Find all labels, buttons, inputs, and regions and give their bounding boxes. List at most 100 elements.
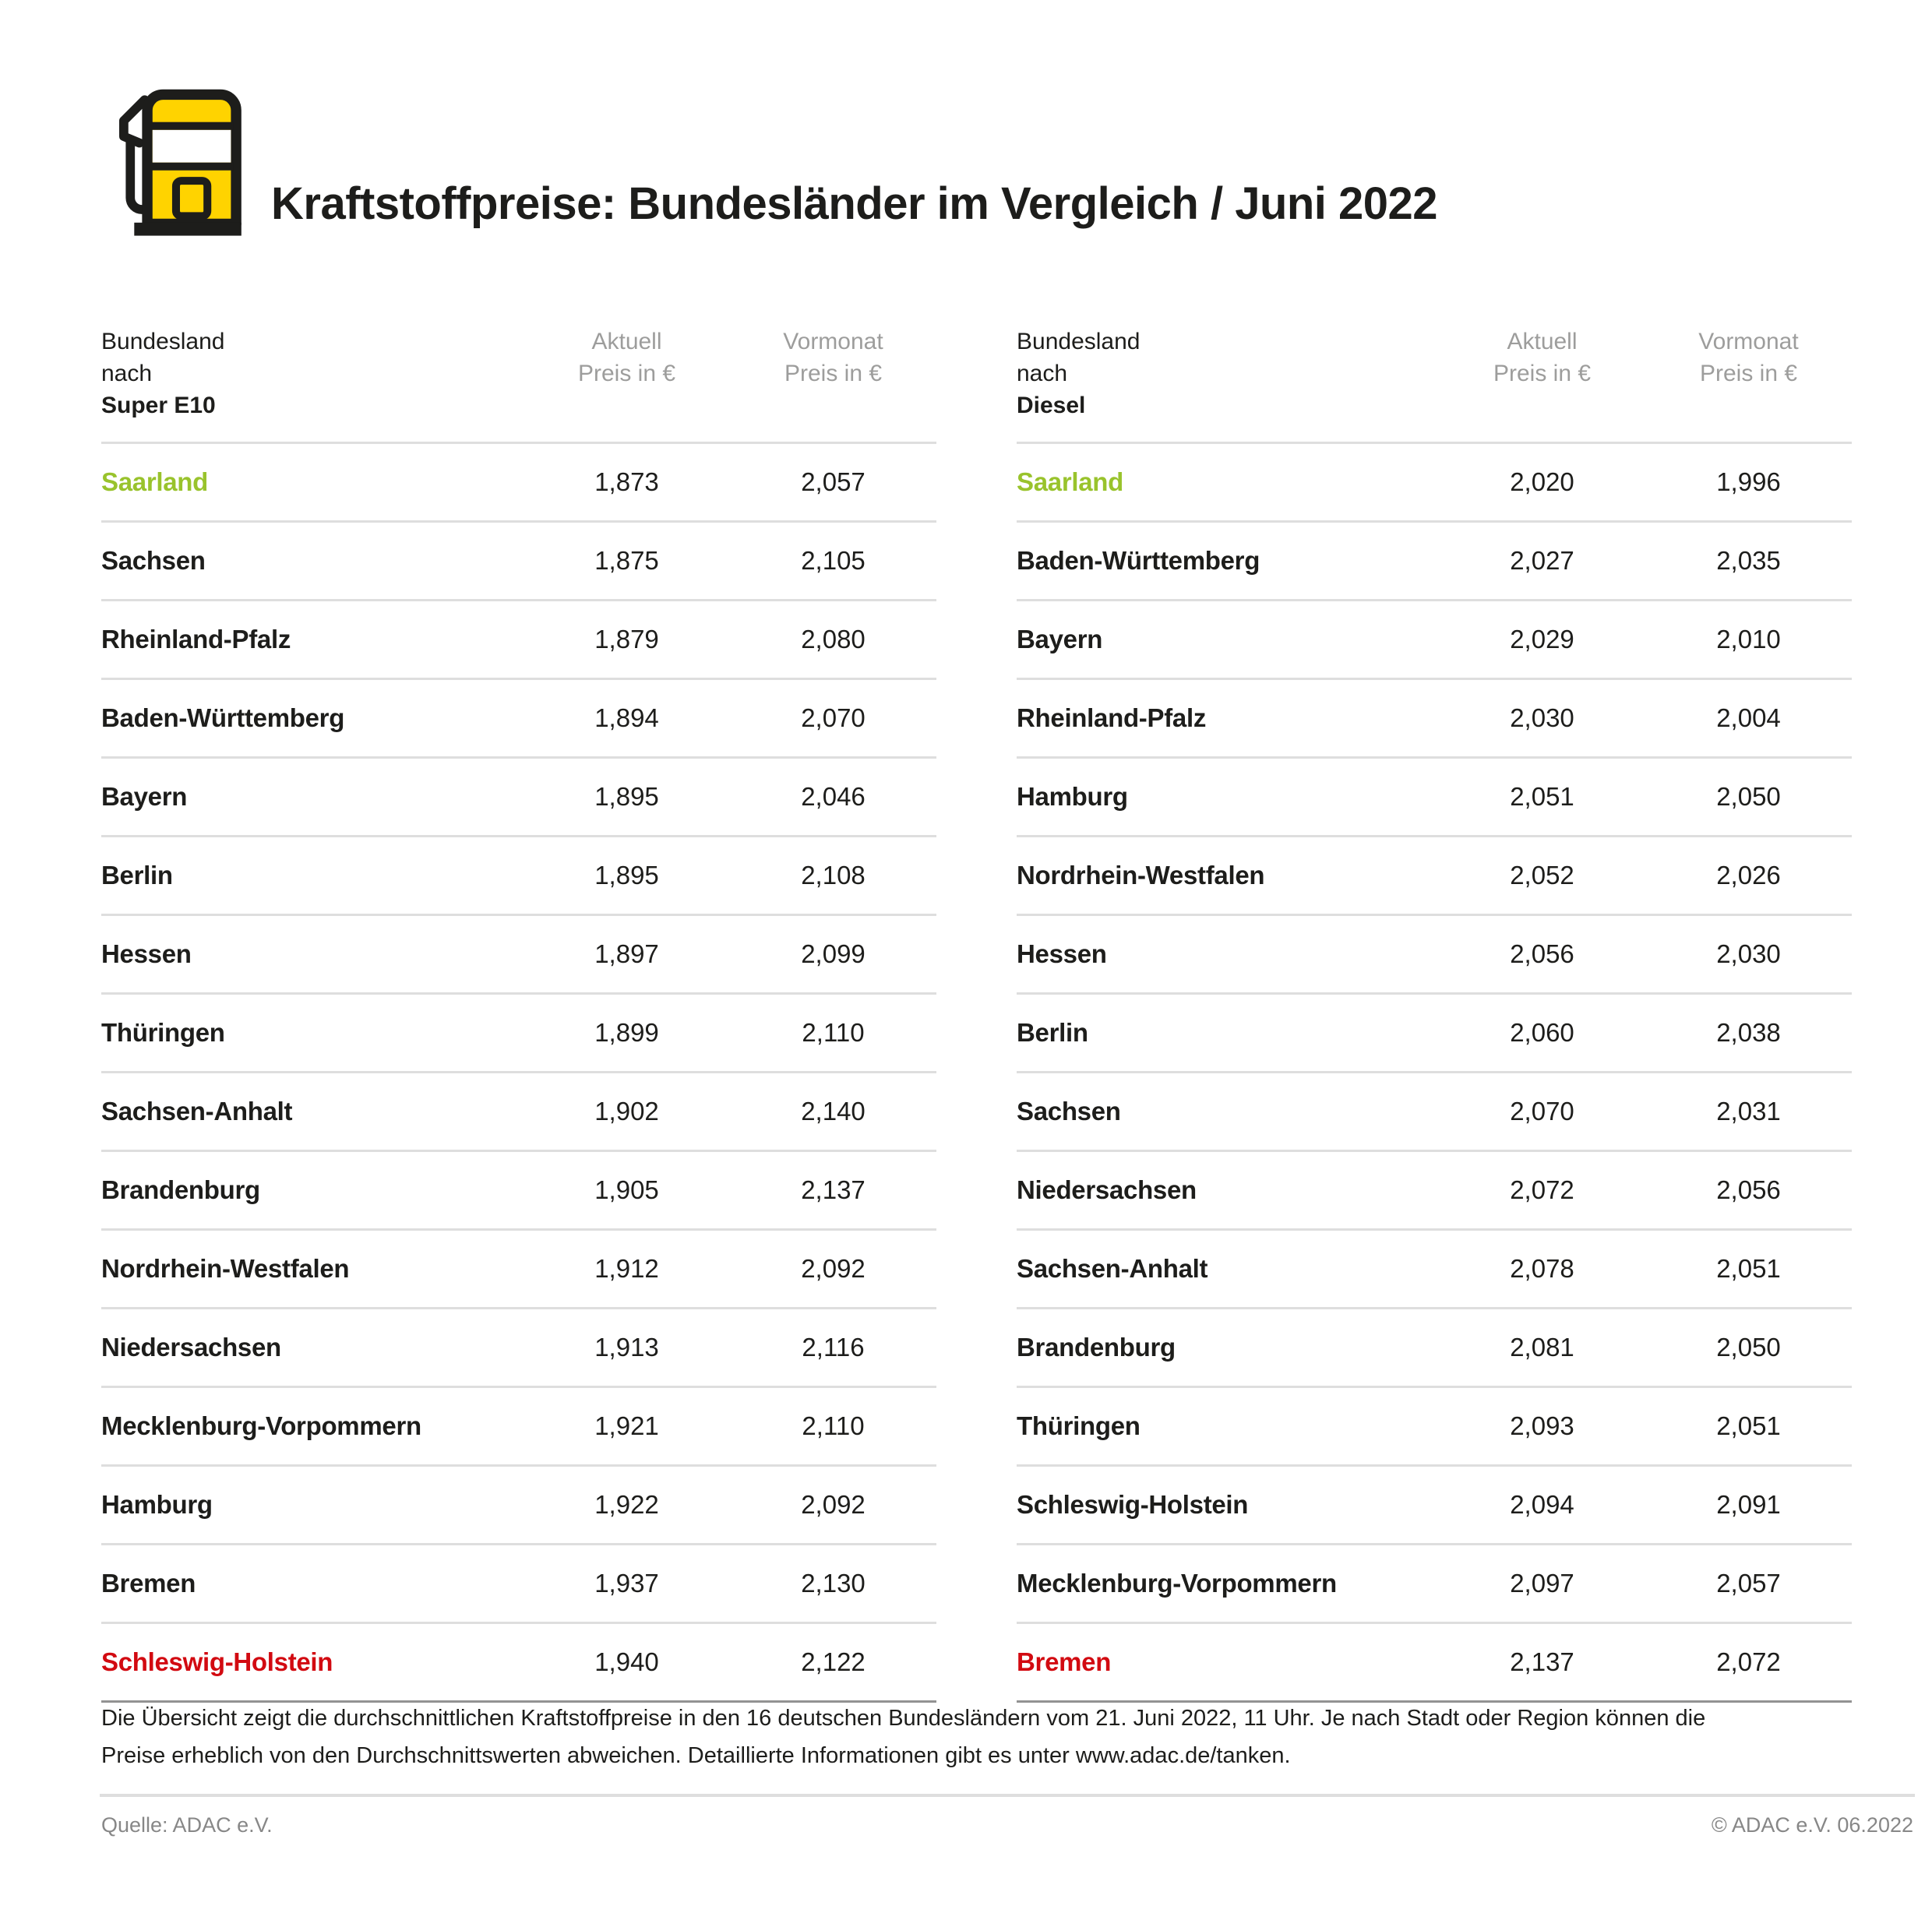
table-super-e10: Bundesland nach Super E10 Aktuell Preis … xyxy=(101,326,936,1703)
previous-price: 2,116 xyxy=(802,1333,865,1362)
table-row: Sachsen-Anhalt 2,078 2,051 xyxy=(1017,1231,1852,1309)
column-header-current: Aktuell Preis in € xyxy=(577,329,676,386)
previous-price: 2,031 xyxy=(1716,1097,1781,1126)
state-name: Nordrhein-Westfalen xyxy=(1017,861,1265,890)
previous-price: 2,137 xyxy=(801,1175,866,1204)
column-header-previous: Vormonat Preis in € xyxy=(783,329,883,386)
column-header-state-line2: nach Diesel xyxy=(1017,361,1086,418)
state-name: Sachsen xyxy=(1017,1097,1121,1126)
table-row: Schleswig-Holstein 1,940 2,122 xyxy=(101,1624,936,1703)
table-row: Hessen 2,056 2,030 xyxy=(1017,916,1852,995)
state-name: Sachsen-Anhalt xyxy=(1017,1254,1208,1283)
column-header-state-line1: Bundesland xyxy=(1017,329,1141,354)
state-name: Schleswig-Holstein xyxy=(101,1647,333,1676)
table-body: Saarland 2,020 1,996 Baden-Württemberg 2,027… xyxy=(1017,444,1852,1703)
previous-price: 2,056 xyxy=(1716,1175,1781,1204)
current-price: 2,030 xyxy=(1510,703,1574,732)
current-price: 2,094 xyxy=(1510,1490,1574,1519)
table-row: Bremen 2,137 2,072 xyxy=(1017,1624,1852,1703)
state-name: Hessen xyxy=(101,939,192,968)
state-name: Saarland xyxy=(1017,467,1123,496)
footer-divider xyxy=(100,1794,1915,1797)
current-price: 2,137 xyxy=(1510,1647,1574,1676)
current-price: 1,913 xyxy=(594,1333,659,1362)
fuel-pump-icon xyxy=(119,89,242,236)
table-row: Hessen 1,897 2,099 xyxy=(101,916,936,995)
current-price: 2,070 xyxy=(1510,1097,1574,1126)
table-row: Saarland 2,020 1,996 xyxy=(1017,444,1852,523)
state-name: Berlin xyxy=(1017,1018,1088,1047)
footnote-line1: Die Übersicht zeigt die durchschnittlich… xyxy=(101,1706,1706,1731)
table-row: Niedersachsen 1,913 2,116 xyxy=(101,1309,936,1388)
previous-price: 2,092 xyxy=(801,1254,866,1283)
current-price: 1,905 xyxy=(594,1175,659,1204)
table-row: Nordrhein-Westfalen 2,052 2,026 xyxy=(1017,837,1852,916)
current-price: 1,902 xyxy=(594,1097,659,1126)
current-price: 2,027 xyxy=(1510,546,1574,575)
footnote-line2: Preise erheblich von den Durchschnittswe… xyxy=(101,1743,1291,1768)
table-row: Baden-Württemberg 2,027 2,035 xyxy=(1017,523,1852,601)
previous-price: 2,051 xyxy=(1716,1411,1781,1440)
table-row: Thüringen 2,093 2,051 xyxy=(1017,1388,1852,1467)
previous-price: 2,072 xyxy=(1716,1647,1781,1676)
previous-price: 2,110 xyxy=(802,1018,865,1047)
table-header: Bundesland nach Diesel Aktuell Preis in … xyxy=(1017,326,1852,444)
table-row: Rheinland-Pfalz 2,030 2,004 xyxy=(1017,680,1852,759)
table-row: Nordrhein-Westfalen 1,912 2,092 xyxy=(101,1231,936,1309)
previous-price: 2,026 xyxy=(1716,861,1781,890)
state-name: Brandenburg xyxy=(101,1175,260,1204)
column-header-state: Bundesland nach Diesel xyxy=(1017,326,1439,421)
page-title: Kraftstoffpreise: Bundesländer im Vergle… xyxy=(271,178,1438,229)
previous-price: 2,010 xyxy=(1716,625,1781,654)
state-name: Bremen xyxy=(101,1569,196,1598)
table-body: Saarland 1,873 2,057 Sachsen 1,875 2,105 Rhein… xyxy=(101,444,936,1703)
previous-price: 2,099 xyxy=(801,939,866,968)
state-name: Rheinland-Pfalz xyxy=(1017,703,1207,732)
current-price: 1,879 xyxy=(594,625,659,654)
previous-price: 2,030 xyxy=(1716,939,1781,968)
current-price: 1,897 xyxy=(594,939,659,968)
state-name: Thüringen xyxy=(1017,1411,1141,1440)
current-price: 1,895 xyxy=(594,861,659,890)
current-price: 2,097 xyxy=(1510,1569,1574,1598)
state-name: Rheinland-Pfalz xyxy=(101,625,291,654)
current-price: 2,060 xyxy=(1510,1018,1574,1047)
state-name: Nordrhein-Westfalen xyxy=(101,1254,350,1283)
state-name: Berlin xyxy=(101,861,173,890)
table-row: Bremen 1,937 2,130 xyxy=(101,1545,936,1624)
current-price: 2,051 xyxy=(1510,782,1574,811)
table-row: Niedersachsen 2,072 2,056 xyxy=(1017,1152,1852,1231)
previous-price: 2,108 xyxy=(801,861,866,890)
table-row: Berlin 2,060 2,038 xyxy=(1017,995,1852,1073)
state-name: Hamburg xyxy=(101,1490,213,1519)
previous-price: 2,046 xyxy=(801,782,866,811)
current-price: 1,895 xyxy=(594,782,659,811)
footnote: Die Übersicht zeigt die durchschnittlich… xyxy=(101,1700,1839,1774)
table-header: Bundesland nach Super E10 Aktuell Preis … xyxy=(101,326,936,444)
previous-price: 2,057 xyxy=(801,467,866,496)
previous-price: 2,110 xyxy=(802,1411,865,1440)
previous-price: 2,130 xyxy=(801,1569,866,1598)
previous-price: 1,996 xyxy=(1716,467,1781,496)
previous-price: 2,070 xyxy=(801,703,866,732)
state-name: Bayern xyxy=(1017,625,1103,654)
table-row: Sachsen 2,070 2,031 xyxy=(1017,1073,1852,1152)
state-name: Hamburg xyxy=(1017,782,1128,811)
previous-price: 2,140 xyxy=(801,1097,866,1126)
current-price: 2,056 xyxy=(1510,939,1574,968)
current-price: 2,020 xyxy=(1510,467,1574,496)
previous-price: 2,057 xyxy=(1716,1569,1781,1598)
current-price: 2,052 xyxy=(1510,861,1574,890)
state-name: Bremen xyxy=(1017,1647,1112,1676)
current-price: 2,093 xyxy=(1510,1411,1574,1440)
table-row: Mecklenburg-Vorpommern 1,921 2,110 xyxy=(101,1388,936,1467)
state-name: Sachsen-Anhalt xyxy=(101,1097,293,1126)
current-price: 2,029 xyxy=(1510,625,1574,654)
current-price: 2,081 xyxy=(1510,1333,1574,1362)
previous-price: 2,035 xyxy=(1716,546,1781,575)
copyright-label: © ADAC e.V. 06.2022 xyxy=(1711,1813,1913,1837)
table-row: Brandenburg 2,081 2,050 xyxy=(1017,1309,1852,1388)
current-price: 1,937 xyxy=(594,1569,659,1598)
state-name: Brandenburg xyxy=(1017,1333,1176,1362)
